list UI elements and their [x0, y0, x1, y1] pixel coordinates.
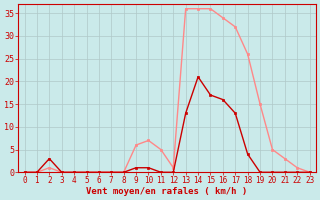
- X-axis label: Vent moyen/en rafales ( km/h ): Vent moyen/en rafales ( km/h ): [86, 187, 248, 196]
